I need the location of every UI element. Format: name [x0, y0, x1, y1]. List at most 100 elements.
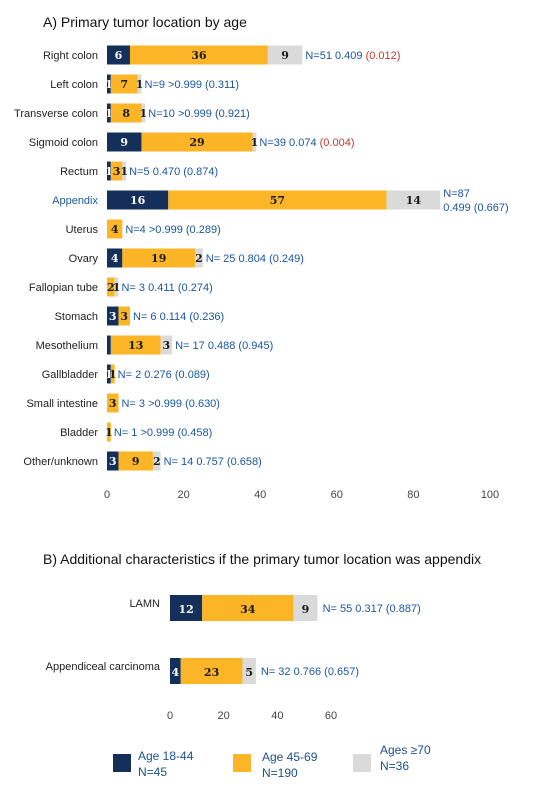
- p-adjusted-label: (0.458): [177, 427, 212, 439]
- data-label: 2: [153, 455, 161, 468]
- data-label: 29: [189, 136, 204, 149]
- bar-segment: [242, 658, 256, 684]
- bar-segment: [107, 161, 111, 181]
- legend-item: Ages ≥70 N=36: [353, 743, 431, 773]
- row-annotation: N=5 0.470 (0.874): [129, 166, 218, 178]
- category-label: Sigmoid colon: [29, 137, 98, 149]
- category-label: Gallbladder: [42, 369, 99, 381]
- bar-segment: [110, 74, 138, 94]
- p-value-label: 0.317: [355, 603, 386, 615]
- legend-swatch: [233, 754, 251, 772]
- p-adjusted-label: (0.658): [227, 456, 262, 468]
- row-annotation: N= 3 0.411 (0.274): [121, 282, 212, 294]
- data-label: 2: [195, 252, 203, 265]
- data-label: 8: [122, 107, 130, 120]
- p-value-label: 0.804: [238, 253, 269, 265]
- p-value-label: >0.999: [168, 79, 205, 91]
- bar-segment: [170, 595, 203, 621]
- p-adjusted-label: (0.289): [186, 224, 221, 236]
- legend-count: N=45: [138, 765, 167, 779]
- p-adjusted-label: (0.012): [366, 50, 401, 62]
- n-label: N=9: [144, 79, 168, 91]
- legend-swatch: [353, 754, 371, 772]
- p-adjusted-label: (0.249): [269, 253, 304, 265]
- data-label: 12: [178, 603, 193, 616]
- category-label: Bladder: [60, 427, 98, 439]
- bar-segment: [107, 248, 123, 268]
- bar-segment: [267, 45, 303, 65]
- data-label: 4: [111, 223, 119, 236]
- data-label: 3: [109, 455, 117, 468]
- category-label: Fallopian tube: [29, 282, 98, 294]
- panel-b-bars: LAMN 12 34 9 N= 55 0.317 (0.887) Appendiceal …: [46, 595, 421, 684]
- panel-a-x-axis: 0 20 40 60 80 100: [104, 489, 499, 501]
- n-label: N=5: [129, 166, 153, 178]
- bar-segment: [141, 103, 146, 123]
- n-label: N= 32: [261, 666, 294, 678]
- bar-segment: [110, 161, 123, 181]
- legend-label: Ages ≥70: [380, 743, 431, 757]
- legend: Age 18-44 N=45 Age 45-69 N=190 Ages ≥70 N=36: [113, 743, 431, 780]
- p-adjusted-label: (0.274): [178, 282, 213, 294]
- data-label: 1: [105, 78, 113, 91]
- panel-a-bars: Right colon 6 36 9 N=51 0.409 (0.012)Left co…: [14, 45, 509, 471]
- x-tick-label: 0: [167, 710, 173, 722]
- row-annotation: N= 3 >0.999 (0.630): [121, 398, 219, 410]
- category-label: Stomach: [55, 311, 98, 323]
- x-tick-label: 40: [254, 489, 266, 501]
- x-tick-label: 20: [177, 489, 189, 501]
- panel-a-title: A) Primary tumor location by age: [43, 14, 247, 30]
- bar-segment: [107, 364, 111, 384]
- data-label: 2: [107, 281, 115, 294]
- data-label: 13: [128, 339, 143, 352]
- n-label: N= 6: [133, 311, 160, 323]
- bar-segment: [107, 190, 169, 210]
- bar-segment: [129, 45, 268, 65]
- n-label: N= 25: [206, 253, 239, 265]
- p-value-label: 0.074: [289, 137, 320, 149]
- bar-segment: [386, 190, 441, 210]
- data-label: 19: [151, 252, 166, 265]
- bar-segment: [152, 451, 161, 471]
- p-adjusted-label: (0.945): [238, 340, 273, 352]
- p-value-label: 0.411: [148, 282, 178, 294]
- p-value-label: 0.470: [153, 166, 184, 178]
- bar-segment: [202, 595, 294, 621]
- bar-segment: [107, 219, 123, 239]
- bar-segment: [122, 248, 196, 268]
- p-adjusted-label: (0.311): [205, 79, 239, 91]
- x-tick-label: 80: [407, 489, 419, 501]
- bar-segment: [252, 132, 257, 152]
- category-label: Rectum: [60, 166, 98, 178]
- bar-segment: [107, 277, 115, 297]
- p-value-label: 0.409: [335, 50, 366, 62]
- bar-segment: [137, 74, 142, 94]
- data-label: 57: [270, 194, 285, 207]
- row-annotation: N= 2 0.276 (0.089): [118, 369, 210, 381]
- n-label: N= 1: [114, 427, 141, 439]
- legend-count: N=36: [380, 759, 409, 773]
- bar-segment: [107, 132, 142, 152]
- bar-segment: [107, 74, 111, 94]
- category-label: Mesothelium: [36, 340, 98, 352]
- category-label: Left colon: [50, 79, 98, 91]
- category-label: Ovary: [69, 253, 99, 265]
- n-label: N= 55: [323, 603, 356, 615]
- p-value-label: 0.499 (0.667): [443, 202, 508, 214]
- bar-segment: [110, 335, 161, 355]
- x-tick-label: 20: [218, 710, 230, 722]
- bar-segment: [107, 103, 111, 123]
- x-tick-label: 60: [325, 710, 337, 722]
- row-annotation: N=87 0.499 (0.667): [443, 188, 508, 214]
- n-label: N=87: [443, 188, 470, 200]
- bar-segment: [293, 595, 318, 621]
- legend-label: Age 45-69: [262, 750, 318, 764]
- p-value-label: >0.999: [149, 224, 186, 236]
- bar-segment: [168, 190, 387, 210]
- p-adjusted-label: (0.236): [189, 311, 224, 323]
- p-value-label: >0.999: [178, 108, 215, 120]
- data-label: 34: [240, 603, 256, 616]
- category-label: Right colon: [43, 50, 98, 62]
- data-label: 36: [191, 49, 207, 62]
- bar-segment: [107, 451, 119, 471]
